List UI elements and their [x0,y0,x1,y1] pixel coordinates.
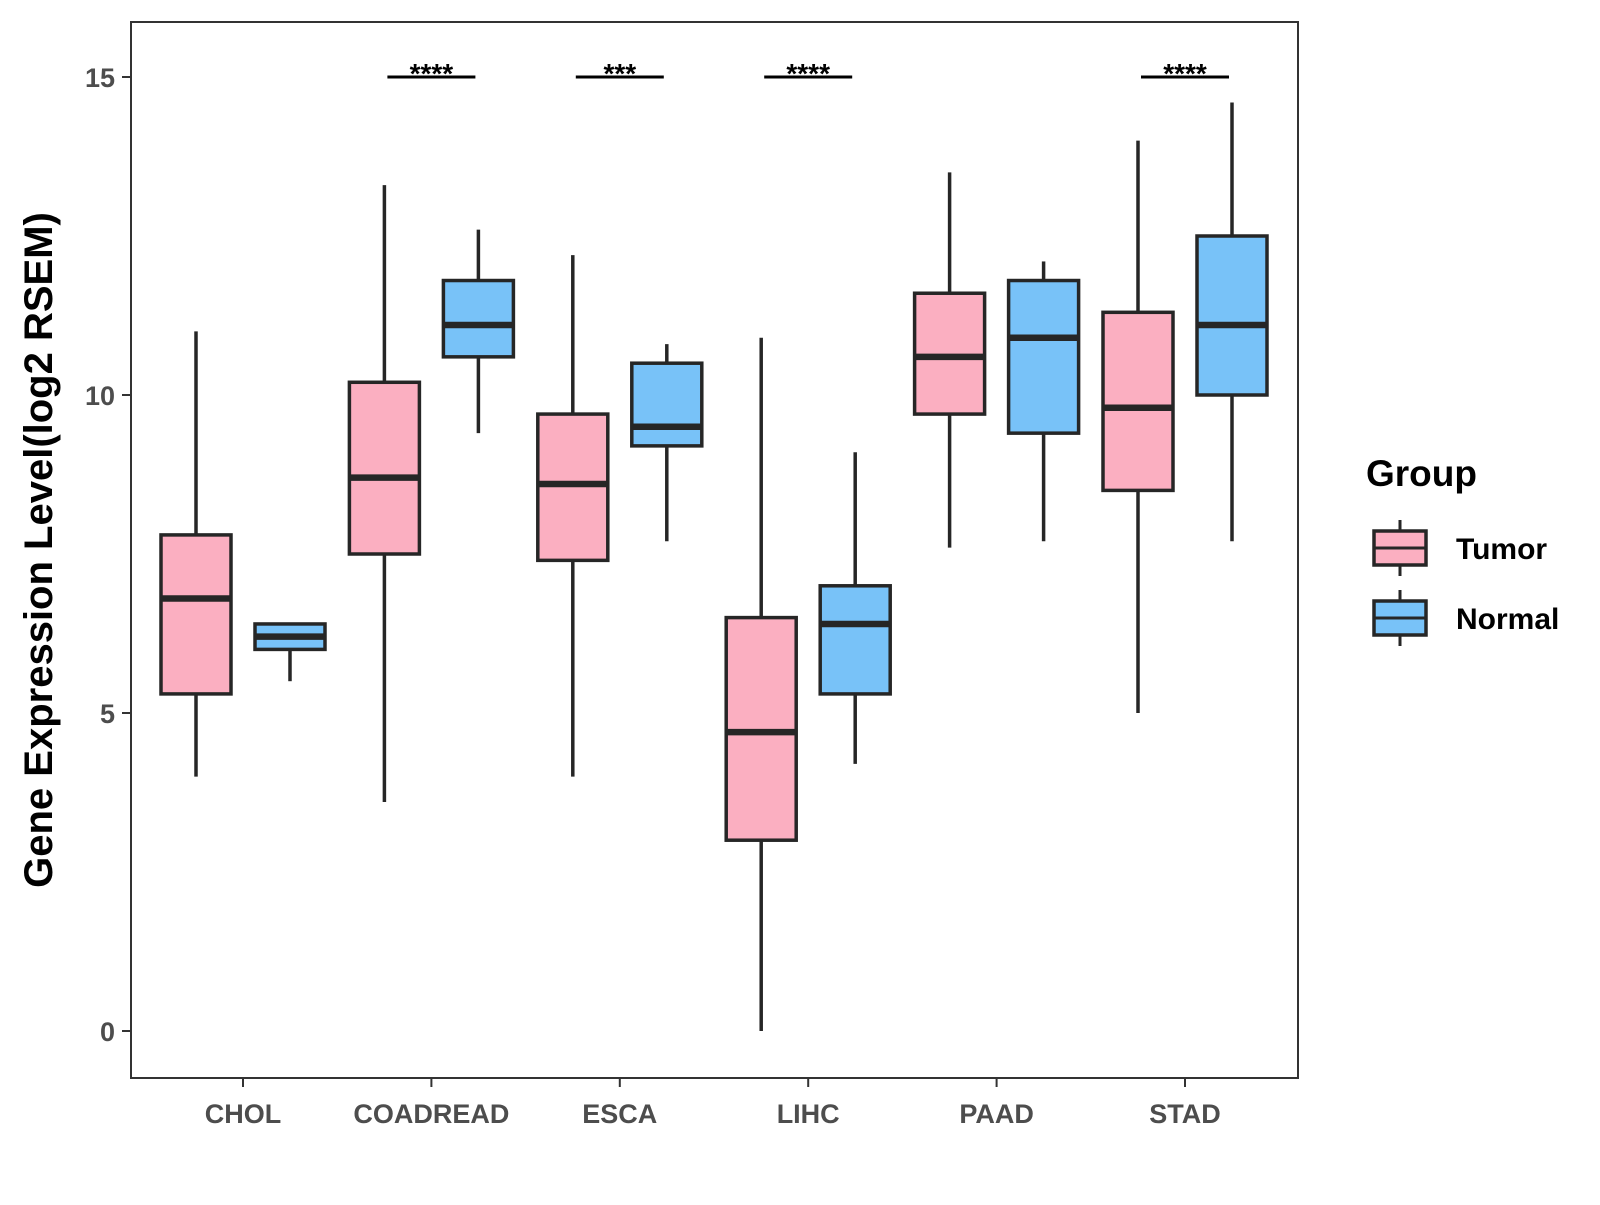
box-normal-coadread [441,229,516,434]
box-tumor-chol [159,331,233,777]
box-tumor-esca [536,255,610,777]
boxes-layer [159,102,1269,1031]
box-tumor-stad [1101,140,1175,713]
significance-label: *** [603,58,636,89]
significance-label: **** [410,58,454,89]
y-tick-label: 5 [100,699,115,729]
legend-entry-normal: Normal [1372,590,1559,646]
box-tumor-lihc [724,337,798,1031]
significance-annotations: **** *** **** **** [387,58,1229,89]
x-tick-label: LIHC [777,1099,840,1129]
legend: Group Tumor Normal [1366,453,1559,646]
box-tumor-coadread [347,185,422,803]
x-tick-label: COADREAD [353,1099,509,1129]
box-normal-lihc [818,452,892,764]
x-tick-label: ESCA [582,1099,657,1129]
x-tick-label: PAAD [959,1099,1034,1129]
legend-entry-tumor: Tumor [1372,520,1547,576]
panel-border [130,21,1299,1079]
box-normal-paad [1006,261,1081,542]
box-body [1195,234,1269,397]
y-axis: 0 5 10 15 [85,63,131,1047]
box-body [1006,278,1081,435]
box-normal-esca [630,344,704,542]
x-tick-label: STAD [1149,1099,1221,1129]
box-tumor-paad [912,172,987,548]
significance-label: **** [786,58,830,89]
box-normal-stad [1195,102,1269,542]
box-body [630,361,704,448]
legend-title: Group [1366,453,1477,494]
box-body [818,584,892,696]
legend-entries: Tumor Normal [1372,520,1559,646]
legend-label: Tumor [1456,533,1547,566]
x-tick-label: CHOL [205,1099,282,1129]
significance-label: **** [1163,58,1207,89]
box-body [1101,310,1175,493]
y-tick-label: 10 [85,381,115,411]
y-tick-label: 15 [85,63,115,93]
box-normal-chol [253,622,327,682]
box-body [159,533,233,696]
y-axis-title: Gene Expression Level(log2 RSEM) [17,212,61,888]
box-body [347,380,422,556]
y-tick-label: 0 [100,1017,115,1047]
legend-label: Normal [1456,603,1559,636]
box-body [441,278,516,359]
x-axis: CHOL COADREAD ESCA LIHC PAAD STAD [205,1078,1221,1129]
